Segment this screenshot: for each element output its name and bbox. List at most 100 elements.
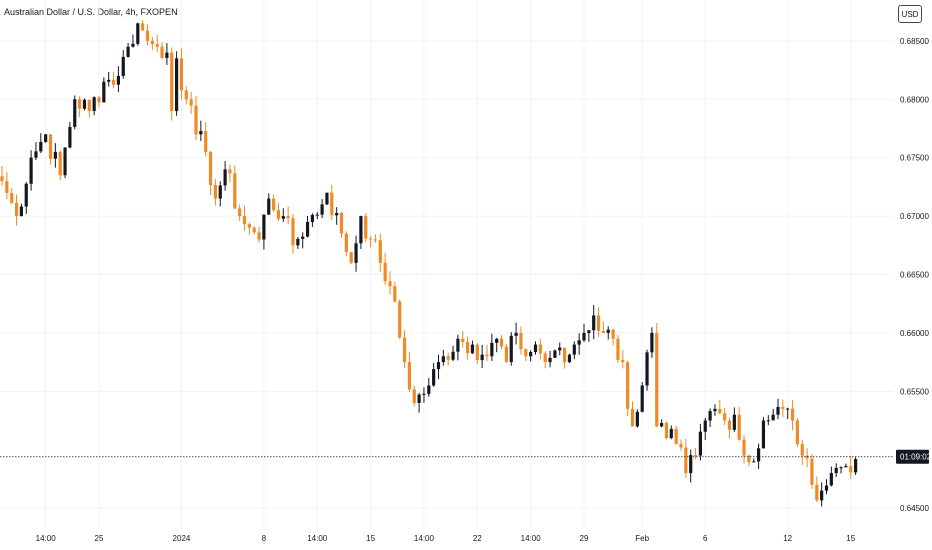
candle (189, 91, 193, 114)
candle (194, 95, 198, 141)
candle (398, 299, 402, 339)
candle (490, 333, 494, 361)
candle (441, 349, 445, 366)
candle (834, 463, 838, 478)
candle (732, 407, 736, 432)
candle (829, 466, 833, 487)
candle (810, 454, 814, 489)
candle (412, 385, 416, 407)
candle (247, 222, 251, 235)
candle (495, 337, 499, 353)
candle (703, 417, 707, 440)
candle (63, 147, 67, 179)
candle (126, 42, 130, 58)
candle (296, 237, 300, 249)
candle (116, 66, 120, 93)
x-tick-label: 14:00 (414, 534, 435, 543)
candle (824, 479, 829, 495)
candle (757, 443, 761, 470)
candle (621, 349, 625, 369)
candle (223, 161, 227, 191)
candle (466, 336, 470, 360)
x-tick-label: 6 (703, 534, 708, 543)
candles-layer (0, 20, 858, 507)
candle (369, 236, 373, 248)
candle (305, 215, 310, 238)
candle (645, 349, 649, 391)
candle (723, 408, 727, 425)
candle (213, 179, 217, 206)
candle (252, 226, 256, 235)
currency-button[interactable]: USD (898, 5, 922, 23)
price-axis[interactable]: 0.68500 0.68000 0.67500 0.67000 0.66500 0.660… (900, 37, 929, 513)
candle (354, 235, 358, 272)
candle (596, 307, 601, 337)
candle (422, 387, 426, 403)
candle (262, 214, 266, 250)
candle (684, 438, 688, 478)
time-axis[interactable]: 14:00 25 2024 8 14:00 15 14:00 22 14:00 29 Feb 6 12 1… (36, 534, 856, 543)
candle (742, 434, 746, 464)
candle (378, 233, 382, 273)
candle (752, 458, 756, 463)
candle (44, 133, 48, 143)
candle (53, 143, 57, 168)
candle (485, 344, 489, 362)
candle (141, 20, 145, 31)
candle (640, 382, 644, 413)
candle (558, 342, 562, 356)
candle (208, 151, 213, 196)
candle (664, 421, 669, 440)
candle (572, 341, 576, 360)
candle (325, 192, 329, 206)
candle (291, 214, 295, 255)
countdown-label: 01:09:02 (900, 453, 932, 462)
candle (92, 96, 96, 116)
candle (563, 347, 567, 369)
candle (543, 351, 547, 369)
candle (315, 211, 319, 220)
candle (34, 142, 38, 161)
candle (611, 328, 615, 346)
candle (155, 34, 159, 53)
candle (165, 43, 169, 65)
candle (660, 419, 664, 428)
candle (68, 121, 72, 149)
candle (504, 344, 508, 363)
candle (14, 194, 19, 226)
candle (10, 188, 14, 205)
candle (548, 350, 552, 368)
candle (839, 466, 843, 474)
candle (48, 134, 53, 165)
candle (650, 327, 654, 358)
candle (737, 407, 741, 441)
candle (747, 454, 751, 467)
candle (446, 352, 450, 366)
candle (538, 339, 542, 360)
candle (228, 164, 232, 183)
candle (102, 77, 106, 103)
x-tick-label: 15 (846, 534, 855, 543)
candle (320, 199, 324, 219)
candle (242, 205, 247, 231)
candle (78, 96, 82, 118)
candle (24, 182, 28, 214)
candle (635, 409, 639, 428)
candle (761, 417, 766, 449)
y-tick-label: 0.64500 (900, 504, 929, 513)
candle (626, 360, 630, 417)
candle (727, 418, 732, 439)
candle (616, 334, 620, 364)
candle (781, 399, 785, 417)
candle (417, 392, 421, 413)
candle (335, 207, 339, 225)
candle (587, 330, 591, 342)
candle (199, 120, 203, 142)
candle (111, 72, 116, 89)
candle (679, 439, 683, 451)
candle (330, 184, 334, 221)
candle (805, 448, 809, 468)
candle (145, 24, 150, 46)
candle (107, 71, 111, 87)
